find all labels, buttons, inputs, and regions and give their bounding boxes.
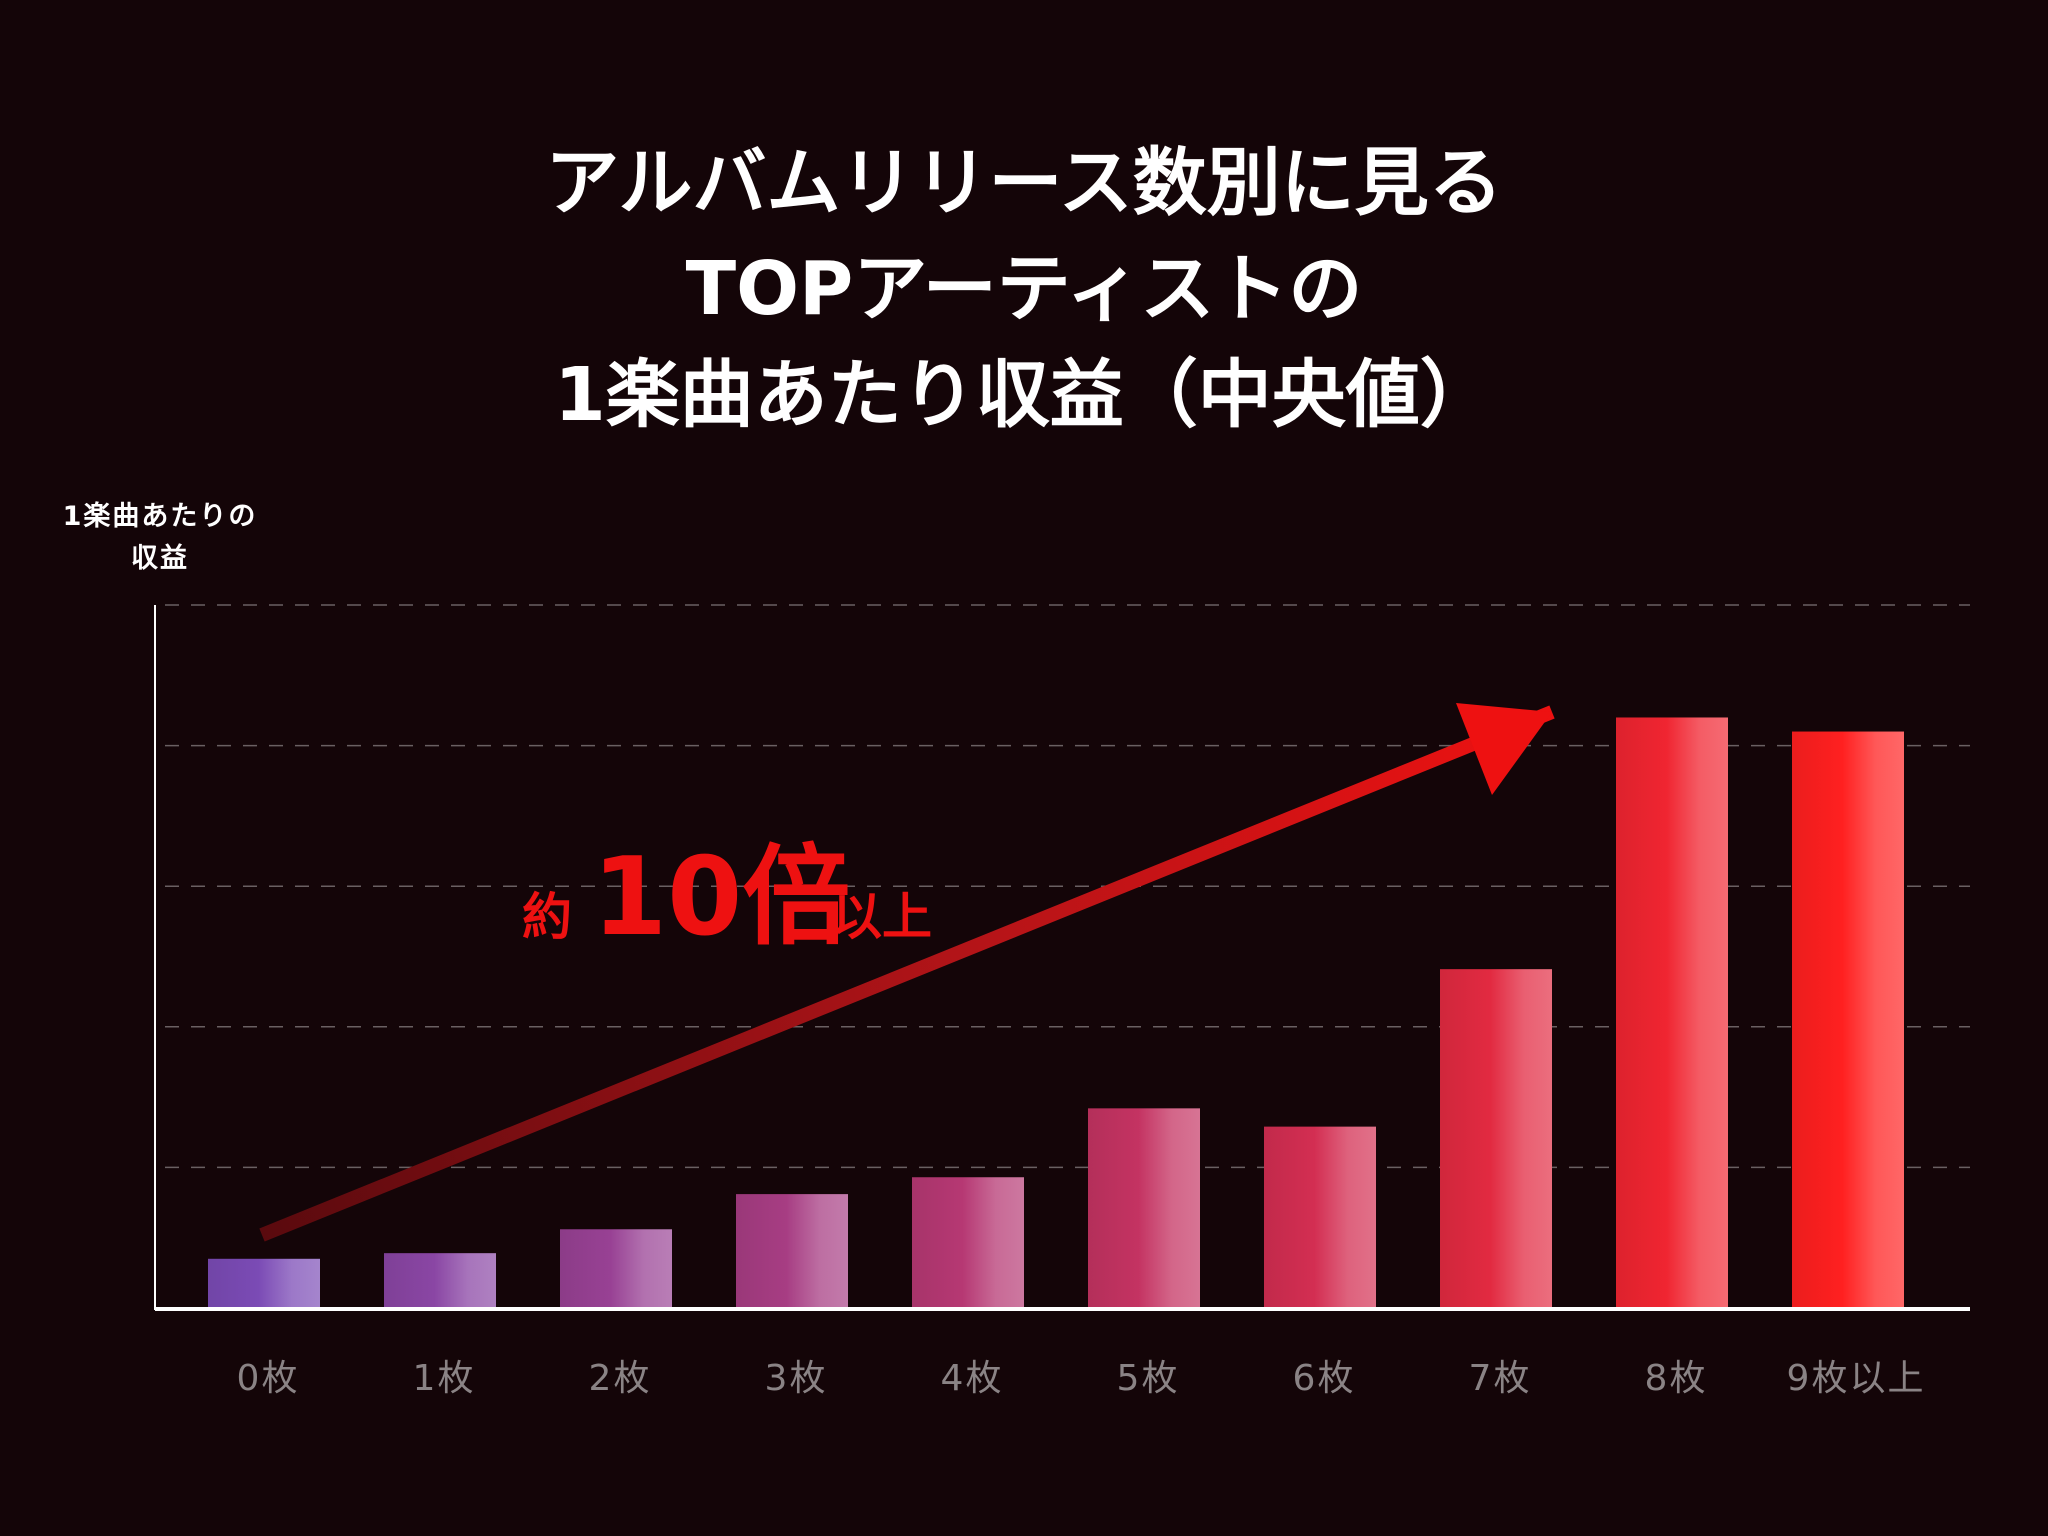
trend-arrow-head	[1456, 703, 1552, 795]
annotation-number: 10倍	[592, 835, 850, 960]
annotation: 約 10倍 以上	[522, 835, 932, 960]
title-line-2: TOPアーティストの	[685, 246, 1363, 332]
title-line-3: 1楽曲あたり収益（中央値）	[554, 352, 1494, 438]
y-axis-label: 1楽曲あたりの 収益	[20, 496, 300, 580]
x-tick-labels: 0枚 1枚 2枚 3枚 4枚 5枚 6枚 7枚 8枚 9枚以上	[237, 1358, 1926, 1399]
title-line-1: アルバムリリース数別に見る	[545, 140, 1503, 226]
annotation-prefix: 約	[522, 888, 572, 946]
bar-5	[1088, 1108, 1200, 1308]
x-tick-label: 4枚	[941, 1358, 1004, 1399]
x-tick-label: 0枚	[237, 1358, 300, 1399]
bar-3	[736, 1194, 848, 1308]
trend-arrow	[259, 703, 1555, 1242]
bar-7	[1440, 969, 1552, 1308]
chart-title: アルバムリリース数別に見る TOPアーティストの 1楽曲あたり収益（中央値）	[0, 130, 2048, 448]
x-tick-label: 3枚	[765, 1358, 828, 1399]
x-tick-label: 8枚	[1645, 1358, 1708, 1399]
x-tick-label: 5枚	[1117, 1358, 1180, 1399]
bar-8	[1616, 717, 1728, 1308]
bar-6	[1264, 1126, 1376, 1308]
x-tick-label: 2枚	[589, 1358, 652, 1399]
bar-9	[1792, 731, 1904, 1308]
annotation-suffix: 以上	[832, 888, 932, 946]
x-tick-label: 1枚	[413, 1358, 476, 1399]
y-axis-label-line-1: 1楽曲あたりの	[62, 501, 258, 532]
bar-4	[912, 1177, 1024, 1308]
trend-arrow-shaft	[259, 705, 1555, 1242]
bar-0	[208, 1258, 320, 1308]
x-tick-label: 7枚	[1469, 1358, 1532, 1399]
axes	[154, 605, 1970, 1311]
x-tick-label: 6枚	[1293, 1358, 1356, 1399]
bar-2	[560, 1229, 672, 1308]
y-axis-label-line-2: 収益	[131, 543, 189, 574]
bars	[208, 717, 1904, 1308]
bar-1	[384, 1253, 496, 1308]
x-tick-label: 9枚以上	[1787, 1358, 1926, 1399]
